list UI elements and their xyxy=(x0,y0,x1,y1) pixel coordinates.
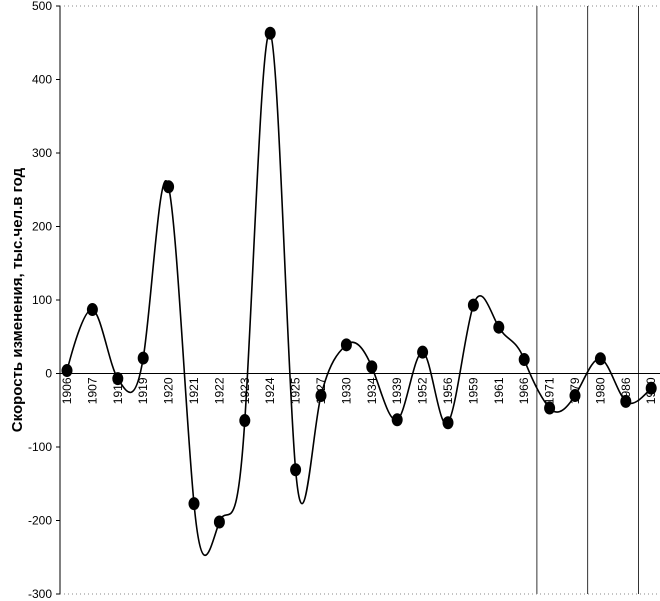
data-point xyxy=(544,401,556,415)
y-tick-label: -100 xyxy=(28,440,52,454)
x-category-label: 1906 xyxy=(60,377,74,404)
data-point xyxy=(340,338,352,352)
data-point xyxy=(188,497,200,511)
data-point xyxy=(442,416,454,430)
x-category-label: 1917 xyxy=(111,377,125,404)
data-point xyxy=(112,372,124,386)
x-category-label: 1980 xyxy=(593,377,607,404)
series-curve xyxy=(66,32,652,557)
data-point xyxy=(137,351,149,365)
data-point xyxy=(61,364,73,378)
x-category-label: 1923 xyxy=(238,377,252,404)
x-category-label: 1952 xyxy=(416,377,430,404)
x-category-label: 1939 xyxy=(390,377,404,404)
y-tick-label: 400 xyxy=(32,73,52,87)
y-tick-label: 200 xyxy=(32,220,52,234)
data-point xyxy=(290,463,302,477)
y-tick-label: 0 xyxy=(45,367,52,381)
x-category-label: 1921 xyxy=(187,377,201,404)
y-tick-label: -200 xyxy=(28,514,52,528)
data-point xyxy=(569,389,581,403)
y-tick-label: -300 xyxy=(28,587,52,601)
data-points xyxy=(61,26,657,529)
series-line xyxy=(66,32,652,557)
data-point xyxy=(366,360,378,374)
data-point xyxy=(86,303,98,317)
data-point xyxy=(518,353,530,367)
data-point xyxy=(493,320,505,334)
x-category-label: 1934 xyxy=(365,377,379,404)
x-category-label: 1966 xyxy=(517,377,531,404)
y-tick-label: 300 xyxy=(32,146,52,160)
vertical-reference-lines xyxy=(536,6,639,594)
x-category-label: 1920 xyxy=(162,377,176,404)
x-category-label: 1979 xyxy=(568,377,582,404)
data-point xyxy=(163,180,175,194)
x-category-label: 1990 xyxy=(644,377,658,404)
x-category-label: 1961 xyxy=(492,377,506,404)
data-point xyxy=(417,345,429,359)
category-labels: 1906 1907 1917 1919 1920 1921 1922 1923 1924 1925… xyxy=(60,377,658,404)
data-point xyxy=(645,381,657,395)
x-category-label: 1925 xyxy=(289,377,303,404)
x-category-label: 1907 xyxy=(85,377,99,404)
x-category-label: 1956 xyxy=(441,377,455,404)
data-point xyxy=(594,352,606,366)
y-axis: 500 400 300 200 100 0 -100 -200 -300 xyxy=(28,0,660,601)
x-category-label: 1924 xyxy=(263,377,277,404)
data-point xyxy=(391,413,403,427)
x-category-label: 1919 xyxy=(136,377,150,404)
x-category-label: 1986 xyxy=(619,377,633,404)
x-category-label: 1930 xyxy=(339,377,353,404)
data-point xyxy=(467,298,479,312)
x-category-label: 1971 xyxy=(543,377,557,404)
y-tick-label: 100 xyxy=(32,293,52,307)
data-point xyxy=(315,389,327,403)
data-point xyxy=(620,394,632,408)
x-category-label: 1922 xyxy=(212,377,226,404)
y-axis-title: Скорость изменения, тыс.чел.в год xyxy=(9,167,26,432)
data-point xyxy=(239,414,251,428)
y-tick-label: 500 xyxy=(32,0,52,13)
x-category-label: 1927 xyxy=(314,377,328,404)
data-point xyxy=(213,515,225,529)
data-point xyxy=(264,26,276,40)
x-category-label: 1959 xyxy=(466,377,480,404)
